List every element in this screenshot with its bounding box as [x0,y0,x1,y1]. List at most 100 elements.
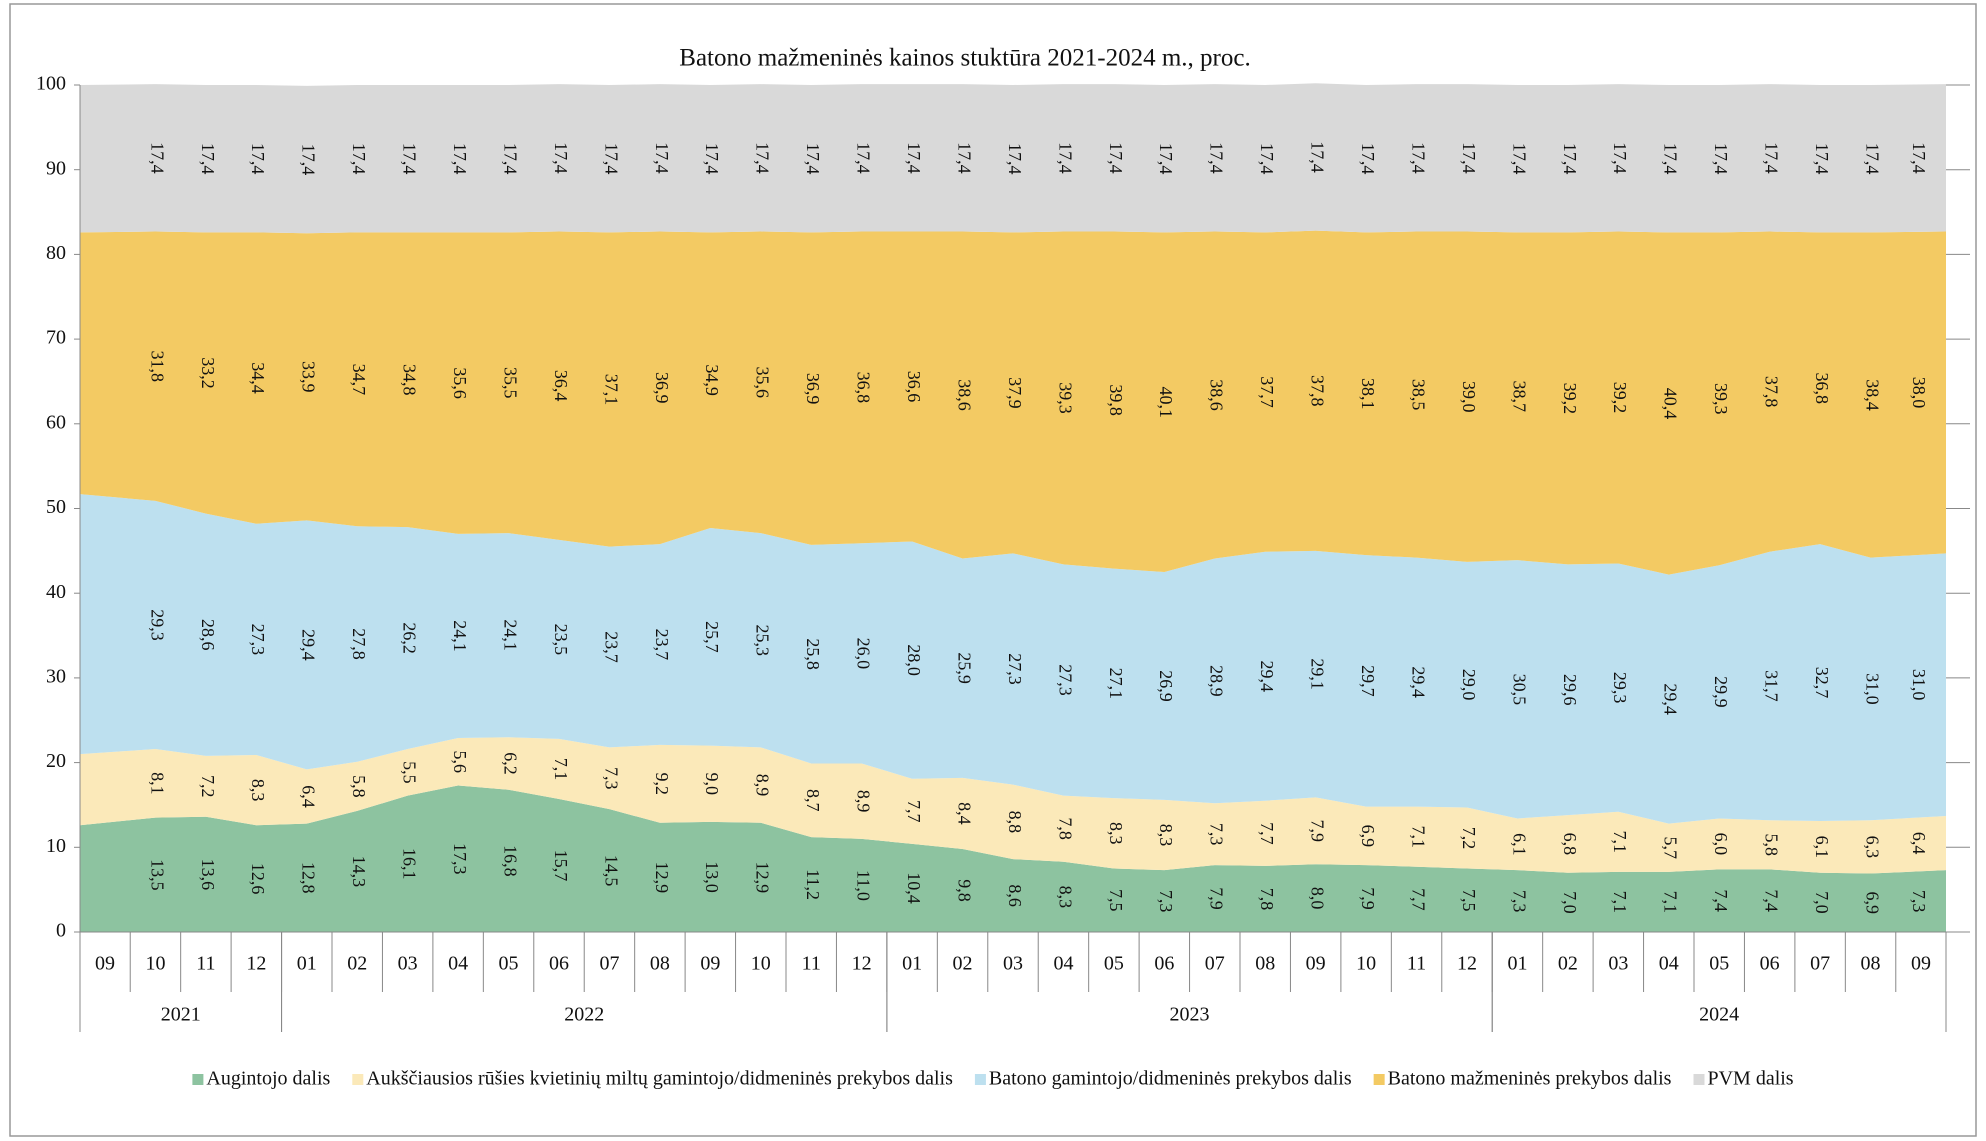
legend-swatch [352,1074,364,1085]
x-tick-label: 06 [1154,953,1174,975]
x-tick-label: 09 [700,953,720,975]
data-label: 14,3 [349,856,369,888]
data-label: 38,1 [1358,378,1378,410]
data-label: 36,8 [1812,372,1832,404]
data-label: 36,9 [652,372,672,404]
y-tick-label: 10 [46,835,66,857]
x-tick-label: 05 [1709,953,1729,975]
data-label: 34,8 [400,364,420,396]
legend-swatch [1693,1074,1705,1085]
data-label: 16,8 [500,845,520,877]
data-label: 29,3 [1610,672,1630,704]
data-label: 6,1 [1812,836,1832,859]
data-label: 7,7 [1408,888,1428,911]
data-label: 7,1 [1661,891,1681,914]
legend-label: PVM dalis [1707,1068,1793,1090]
x-tick-label: 03 [1003,953,1023,975]
data-label: 29,0 [1459,669,1479,701]
y-tick-label: 100 [36,73,66,95]
data-label: 37,9 [1005,377,1025,409]
data-label: 17,4 [1560,143,1580,175]
data-label: 10,4 [904,872,924,904]
data-label: 17,4 [854,142,874,174]
data-label: 7,0 [1560,891,1580,914]
data-label: 17,4 [1812,143,1832,175]
data-label: 34,4 [248,362,268,394]
data-label: 7,3 [1207,823,1227,846]
data-label: 36,6 [904,371,924,403]
data-label: 15,7 [551,850,571,882]
data-label: 29,4 [299,629,319,661]
data-label: 6,2 [500,752,520,775]
data-label: 7,1 [1610,831,1630,854]
data-label: 29,4 [1257,660,1277,692]
legend-swatch [192,1074,204,1085]
data-label: 38,5 [1408,379,1428,411]
data-label: 7,9 [1308,820,1328,843]
data-label: 9,2 [652,773,672,796]
group-label: 2022 [564,1004,604,1026]
x-tick-label: 09 [1911,953,1931,975]
x-tick-label: 12 [852,953,872,975]
x-tick-label: 06 [549,953,569,975]
y-tick-label: 50 [46,496,66,518]
data-label: 6,4 [299,785,319,808]
data-label: 12,9 [652,862,672,894]
y-tick-label: 30 [46,665,66,687]
data-label: 12,6 [248,863,268,895]
data-label: 34,7 [349,364,369,396]
group-label: 2021 [161,1004,201,1026]
data-label: 23,7 [601,631,621,663]
data-label: 7,7 [904,800,924,823]
data-label: 12,9 [753,862,773,894]
data-label: 35,6 [753,367,773,399]
data-label: 17,4 [1207,142,1227,174]
data-label: 27,3 [1055,664,1075,696]
data-label: 17,4 [1055,142,1075,174]
data-label: 29,1 [1308,658,1328,690]
data-label: 13,0 [702,861,722,893]
data-label: 33,2 [198,357,218,389]
x-tick-label: 11 [1407,953,1426,975]
data-label: 17,4 [753,142,773,174]
area [80,230,1946,575]
data-label: 11,2 [803,869,823,900]
data-label: 27,3 [248,624,268,656]
legend-label: Augintojo dalis [206,1068,330,1090]
legend-swatch [1373,1074,1385,1085]
data-label: 8,9 [753,774,773,797]
data-label: 6,0 [1711,833,1731,856]
legend-swatch [974,1074,986,1085]
data-label: 17,4 [1308,141,1328,173]
data-label: 8,6 [1005,884,1025,907]
data-label: 7,8 [1055,817,1075,840]
legend-label: Batono gamintojo/didmeninės prekybos dal… [989,1068,1352,1090]
data-label: 37,7 [1257,376,1277,408]
data-label: 5,7 [1661,836,1681,859]
y-tick-label: 20 [46,750,66,772]
data-label: 8,8 [1005,811,1025,834]
data-label: 8,3 [248,779,268,802]
x-tick-label: 04 [1053,953,1073,975]
x-tick-label: 05 [499,953,519,975]
data-label: 7,3 [1509,890,1529,913]
data-label: 30,5 [1509,674,1529,706]
data-label: 17,4 [1610,142,1630,174]
data-label: 27,8 [349,628,369,660]
data-label: 37,8 [1308,375,1328,407]
data-label: 29,7 [1358,665,1378,697]
data-label: 17,4 [1509,143,1529,175]
data-label: 17,4 [803,143,823,175]
area [80,785,1946,932]
data-label: 31,8 [147,350,167,382]
data-label: 17,4 [1257,143,1277,175]
data-label: 17,4 [904,142,924,174]
data-label: 7,3 [1156,890,1176,913]
data-label: 5,6 [450,751,470,774]
data-label: 34,9 [702,364,722,396]
x-tick-label: 11 [802,953,821,975]
data-label: 29,4 [1661,683,1681,715]
data-label: 17,4 [1358,143,1378,175]
data-label: 6,8 [1560,833,1580,856]
x-tick-label: 04 [448,953,468,975]
